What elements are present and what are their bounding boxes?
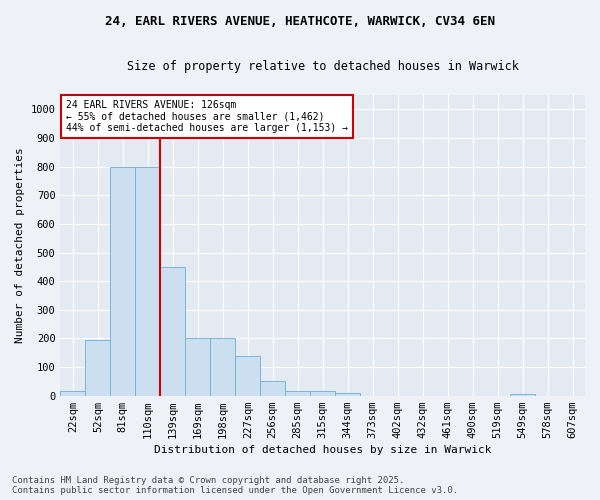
Text: 24 EARL RIVERS AVENUE: 126sqm
← 55% of detached houses are smaller (1,462)
44% o: 24 EARL RIVERS AVENUE: 126sqm ← 55% of d… <box>65 100 347 132</box>
Bar <box>85 340 110 396</box>
Bar <box>185 338 210 396</box>
Text: 24, EARL RIVERS AVENUE, HEATHCOTE, WARWICK, CV34 6EN: 24, EARL RIVERS AVENUE, HEATHCOTE, WARWI… <box>105 15 495 28</box>
Bar <box>510 394 535 396</box>
Bar <box>235 356 260 396</box>
Bar <box>61 392 85 396</box>
Bar <box>110 166 136 396</box>
Bar <box>310 392 335 396</box>
Y-axis label: Number of detached properties: Number of detached properties <box>15 148 25 343</box>
Bar <box>260 382 285 396</box>
Title: Size of property relative to detached houses in Warwick: Size of property relative to detached ho… <box>127 60 518 73</box>
Bar <box>285 392 310 396</box>
Bar <box>210 338 235 396</box>
X-axis label: Distribution of detached houses by size in Warwick: Distribution of detached houses by size … <box>154 445 491 455</box>
Bar <box>335 393 360 396</box>
Bar <box>160 267 185 396</box>
Text: Contains HM Land Registry data © Crown copyright and database right 2025.
Contai: Contains HM Land Registry data © Crown c… <box>12 476 458 495</box>
Bar <box>136 166 160 396</box>
